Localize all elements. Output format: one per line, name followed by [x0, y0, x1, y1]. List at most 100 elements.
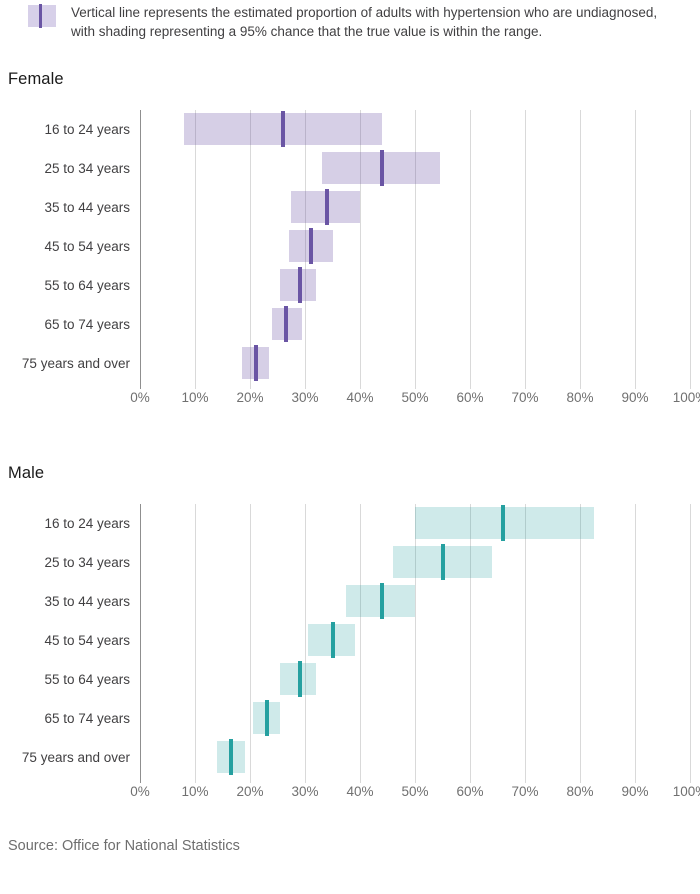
category-label: 16 to 24 years [44, 122, 130, 137]
row-plot [140, 227, 690, 266]
x-tick-label: 10% [181, 390, 209, 405]
female-chart-section: Female 16 to 24 years 25 to 34 years 35 to… [0, 70, 700, 407]
gridline [360, 504, 361, 783]
male-chart-title: Male [8, 464, 45, 482]
estimate-line [297, 267, 302, 303]
x-tick-label: 40% [346, 390, 374, 405]
female-chart-title: Female [8, 70, 64, 88]
gridline [305, 504, 306, 783]
category-label: 16 to 24 years [44, 516, 130, 531]
x-tick-label: 0% [130, 390, 150, 405]
x-tick-label: 0% [130, 784, 150, 799]
estimate-line [325, 189, 329, 225]
x-tick-label: 60% [456, 784, 484, 799]
chart-row: 45 to 54 years [0, 621, 700, 660]
chart-row: 25 to 34 years [0, 149, 700, 188]
gridlines [140, 504, 691, 783]
x-tick-label: 30% [291, 784, 319, 799]
gridline [195, 504, 196, 783]
estimate-line [330, 622, 335, 658]
x-axis: 0% 10% 20% 30% 40% 50% 60% 70% 80% 90% 100% [130, 777, 700, 801]
row-plot [140, 188, 690, 227]
gridline [525, 110, 526, 389]
row-plot [140, 660, 690, 699]
row-plot [140, 543, 690, 582]
chart-row: 35 to 44 years [0, 188, 700, 227]
estimate-line [264, 700, 269, 736]
category-label: 75 years and over [21, 356, 130, 371]
x-tick-label: 80% [566, 390, 594, 405]
x-tick-label: 20% [236, 784, 264, 799]
x-tick-label: 100% [672, 784, 700, 799]
row-plot [140, 344, 690, 383]
category-label: 25 to 34 years [44, 555, 130, 570]
gridline [250, 504, 251, 783]
chart-row: 75 years and over [0, 344, 700, 383]
x-tick-label: 60% [456, 390, 484, 405]
estimate-line [380, 583, 384, 619]
gridline [415, 110, 416, 389]
row-plot [140, 110, 690, 149]
x-tick-label: 10% [181, 784, 209, 799]
gridline [305, 110, 306, 389]
chart-row: 35 to 44 years [0, 582, 700, 621]
y-axis-line [140, 110, 141, 389]
male-chart: 16 to 24 years 25 to 34 years 35 to 44 yea… [0, 504, 700, 801]
gridline [250, 110, 251, 389]
row-plot [140, 738, 690, 777]
legend-swatch-icon [28, 4, 56, 28]
estimate-line [308, 228, 313, 264]
row-plot [140, 266, 690, 305]
chart-row: 55 to 64 years [0, 266, 700, 305]
gridline [580, 110, 581, 389]
chart-rows: 16 to 24 years 25 to 34 years 35 to 44 yea… [0, 504, 700, 777]
gridline [195, 110, 196, 389]
y-axis-line [140, 504, 141, 783]
chart-rows: 16 to 24 years 25 to 34 years 35 to 44 yea… [0, 110, 700, 383]
legend-estimate-line-icon [39, 4, 42, 28]
gridline [635, 504, 636, 783]
gridline [580, 504, 581, 783]
category-label: 75 years and over [21, 750, 130, 765]
gridline [470, 110, 471, 389]
row-plot [140, 149, 690, 188]
x-tick-label: 50% [401, 390, 429, 405]
category-label: 65 to 74 years [44, 711, 130, 726]
chart-row: 65 to 74 years [0, 305, 700, 344]
x-tick-label: 20% [236, 390, 264, 405]
x-tick-label: 90% [621, 784, 649, 799]
row-plot [140, 504, 690, 543]
x-tick-label: 30% [291, 390, 319, 405]
category-label: 65 to 74 years [44, 317, 130, 332]
x-tick-label: 40% [346, 784, 374, 799]
x-tick-label: 50% [401, 784, 429, 799]
legend-text: Vertical line represents the estimated p… [71, 5, 658, 39]
chart-row: 55 to 64 years [0, 660, 700, 699]
gridline [415, 504, 416, 783]
estimate-line [228, 739, 233, 775]
chart-row: 16 to 24 years [0, 110, 700, 149]
female-chart: 16 to 24 years 25 to 34 years 35 to 44 yea… [0, 110, 700, 407]
source-note: Source: Office for National Statistics [8, 838, 240, 854]
row-plot [140, 621, 690, 660]
legend: Vertical line represents the estimated p… [0, 0, 700, 41]
estimate-line [380, 150, 384, 186]
estimate-line [281, 111, 285, 147]
x-tick-label: 80% [566, 784, 594, 799]
x-axis: 0% 10% 20% 30% 40% 50% 60% 70% 80% 90% 100% [130, 383, 700, 407]
category-label: 25 to 34 years [44, 161, 130, 176]
estimate-line [253, 345, 258, 381]
gridlines [140, 110, 691, 389]
row-plot [140, 305, 690, 344]
estimate-line [283, 306, 288, 342]
x-tick-label: 100% [672, 390, 700, 405]
estimate-line [440, 544, 445, 580]
category-label: 55 to 64 years [44, 672, 130, 687]
x-tick-label: 90% [621, 390, 649, 405]
gridline [635, 110, 636, 389]
male-chart-section: Male 16 to 24 years 25 to 34 years 35 to 4… [0, 464, 700, 801]
chart-row: 16 to 24 years [0, 504, 700, 543]
chart-row: 75 years and over [0, 738, 700, 777]
category-label: 45 to 54 years [44, 633, 130, 648]
gridline [690, 110, 691, 389]
